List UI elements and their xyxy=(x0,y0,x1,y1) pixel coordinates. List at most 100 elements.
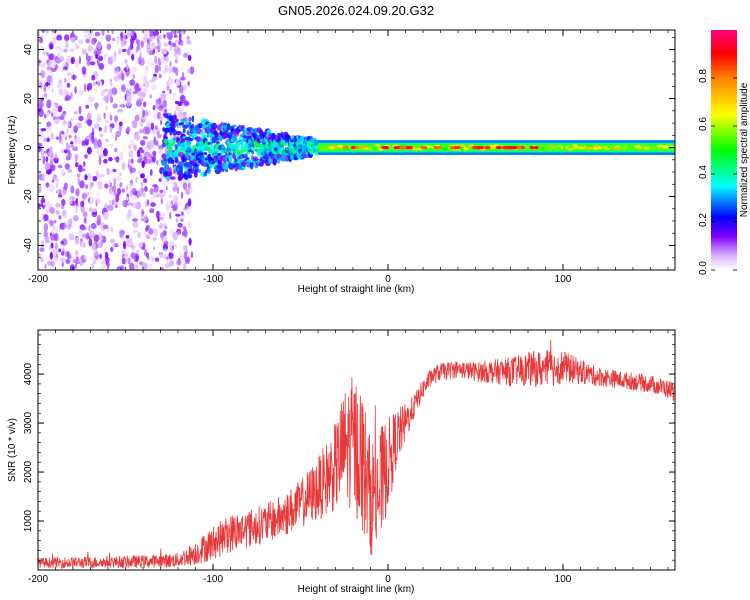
heatmap-cell xyxy=(82,30,89,34)
heatmap-cell xyxy=(221,143,225,151)
heatmap-cell xyxy=(156,140,159,147)
heatmap-cell xyxy=(179,84,184,94)
heatmap-cell xyxy=(91,242,97,251)
heatmap-cell xyxy=(180,31,185,35)
heatmap-cell xyxy=(61,89,67,97)
heatmap-cell xyxy=(98,55,104,62)
heatmap-cell xyxy=(166,86,170,91)
heatmap-cell xyxy=(166,201,172,208)
heatmap-cell xyxy=(70,141,74,145)
heatmap-cell xyxy=(111,30,115,35)
heatmap-cell xyxy=(75,208,78,213)
heatmap-cell xyxy=(101,30,105,36)
heatmap-cell xyxy=(116,38,120,46)
heatmap-cell xyxy=(121,258,126,265)
heatmap-cell xyxy=(68,134,72,139)
heatmap-cell xyxy=(85,52,89,58)
heatmap-cell xyxy=(69,48,75,53)
heatmap-cell xyxy=(115,194,120,203)
heatmap-cell xyxy=(164,108,167,113)
heatmap-cell xyxy=(153,193,156,200)
heatmap-cell xyxy=(108,199,112,204)
heatmap-cell xyxy=(44,30,50,34)
heatmap-cell xyxy=(381,146,389,150)
heatmap-cell xyxy=(123,240,127,250)
heatmap-cell xyxy=(61,198,66,206)
heatmap-cell xyxy=(142,242,146,250)
heatmap-cell xyxy=(110,227,113,231)
heatmap-cell xyxy=(186,130,190,136)
heatmap-cell xyxy=(131,202,137,209)
heatmap-cell xyxy=(75,256,79,261)
heatmap-cell xyxy=(151,50,155,56)
heatmap-cell xyxy=(179,215,185,220)
heatmap-cell xyxy=(66,224,72,230)
heatmap-cell xyxy=(141,262,148,270)
heatmap-cell xyxy=(70,36,76,43)
heatmap-cell xyxy=(177,110,183,118)
heatmap-cell xyxy=(52,247,58,257)
heatmap-cell xyxy=(78,89,84,96)
heatmap-cell xyxy=(399,146,404,150)
heatmap-cell xyxy=(155,193,160,198)
heatmap-cell xyxy=(146,234,150,240)
heatmap-cell xyxy=(251,146,256,151)
heatmap-cell xyxy=(160,92,167,101)
heatmap-cell xyxy=(51,112,54,118)
heatmap-cell xyxy=(169,88,172,95)
heatmap-cell xyxy=(172,117,179,123)
heatmap-cell xyxy=(89,196,95,205)
heatmap-cell xyxy=(643,146,650,150)
y-tick-label: 4000 xyxy=(23,363,34,386)
heatmap-cell xyxy=(169,61,172,68)
heatmap-cell xyxy=(129,189,133,197)
heatmap-cell xyxy=(118,125,123,132)
heatmap-cell xyxy=(251,150,255,155)
heatmap-cell xyxy=(83,74,87,79)
heatmap-cell xyxy=(38,203,41,208)
heatmap-cell xyxy=(63,62,66,67)
heatmap-cell xyxy=(98,181,103,191)
spectrogram-frame xyxy=(37,29,676,271)
heatmap-cell xyxy=(81,226,87,231)
heatmap-cell xyxy=(550,145,557,148)
heatmap-cell xyxy=(40,128,47,132)
heatmap-cell xyxy=(144,186,148,192)
heatmap-cell xyxy=(44,92,48,98)
heatmap-cell xyxy=(81,192,87,200)
heatmap-cell xyxy=(104,124,108,134)
heatmap-cell xyxy=(42,202,46,206)
heatmap-cell xyxy=(38,37,44,44)
heatmap-cell xyxy=(83,161,86,168)
heatmap-cell xyxy=(140,91,146,99)
heatmap-cell xyxy=(70,129,74,134)
heatmap-cell xyxy=(94,123,100,129)
heatmap-cell xyxy=(174,59,178,64)
heatmap-cell xyxy=(124,58,128,65)
x-tick-label: 0 xyxy=(385,274,391,285)
heatmap-cell xyxy=(109,126,113,133)
heatmap-cell xyxy=(87,45,93,52)
heatmap-cell xyxy=(49,43,54,50)
heatmap-cell xyxy=(51,179,55,183)
heatmap-cell xyxy=(190,251,194,259)
heatmap-cell xyxy=(93,50,99,56)
heatmap-cell xyxy=(495,146,502,150)
heatmap-cell xyxy=(130,158,134,164)
heatmap-cell xyxy=(150,35,155,42)
heatmap-cell xyxy=(90,55,94,62)
heatmap-cell xyxy=(186,35,191,40)
heatmap-cell xyxy=(143,69,149,75)
heatmap-cell xyxy=(109,115,113,121)
heatmap-cell xyxy=(150,256,155,262)
heatmap-cell xyxy=(46,148,50,152)
heatmap-cell xyxy=(109,144,114,148)
heatmap-cell xyxy=(96,197,101,206)
heatmap-cell xyxy=(161,143,167,148)
heatmap-cell xyxy=(85,104,90,109)
heatmap-cell xyxy=(89,228,92,238)
heatmap-cell xyxy=(55,182,59,189)
heatmap-cell xyxy=(49,207,55,214)
heatmap-cell xyxy=(146,121,151,127)
